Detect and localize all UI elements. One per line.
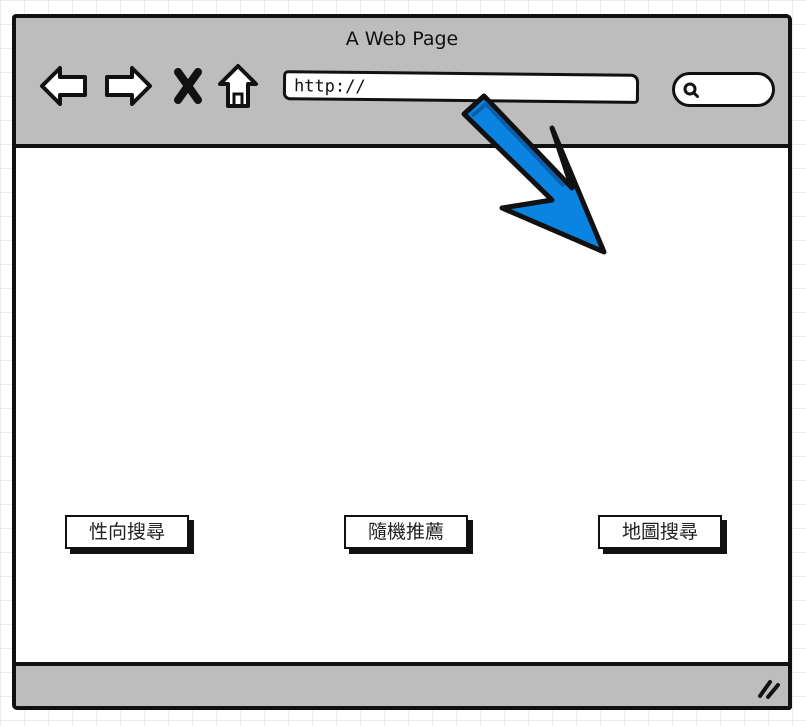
- search-icon[interactable]: [683, 82, 699, 98]
- page-content: 性向搜尋 隨機推薦 地圖搜尋: [16, 148, 788, 662]
- address-bar-value[interactable]: http://: [293, 76, 366, 98]
- browser-toolbar: A Web Page http://: [16, 18, 788, 148]
- window-title: A Web Page: [345, 28, 459, 50]
- annotation-arrow-icon: [461, 93, 607, 255]
- resize-grip-icon[interactable]: [756, 676, 782, 700]
- personality-search-button[interactable]: 性向搜尋: [65, 515, 189, 549]
- browser-window: A Web Page http:// 性向搜尋 隨機: [12, 14, 792, 710]
- home-icon[interactable]: [216, 62, 260, 110]
- close-icon[interactable]: [170, 62, 206, 110]
- search-input[interactable]: [672, 72, 775, 107]
- status-bar: [16, 662, 788, 706]
- map-search-button[interactable]: 地圖搜尋: [598, 515, 722, 549]
- back-icon[interactable]: [38, 62, 90, 110]
- random-recommend-button[interactable]: 隨機推薦: [344, 515, 468, 549]
- forward-icon[interactable]: [102, 62, 154, 110]
